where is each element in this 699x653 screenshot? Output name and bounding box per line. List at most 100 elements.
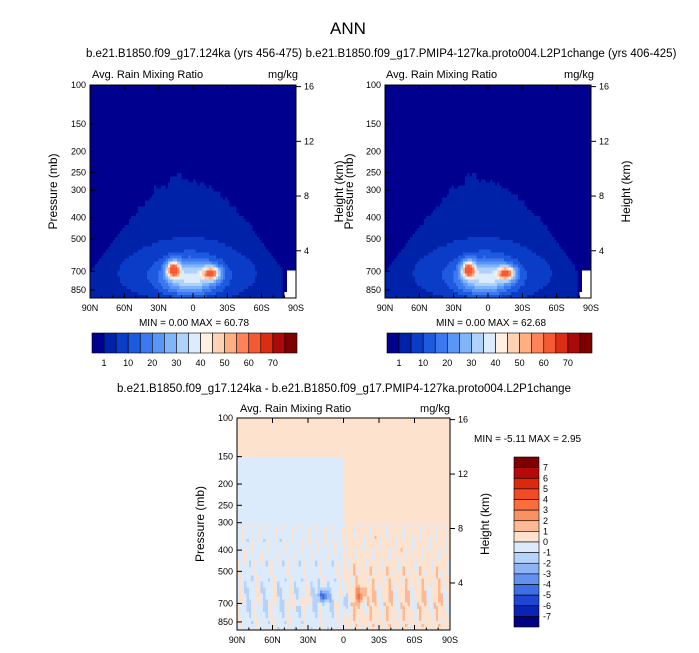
field-cell [106, 179, 109, 182]
field-cell [193, 94, 196, 97]
field-cell [170, 274, 173, 277]
field-cell [179, 258, 182, 261]
field-cell [241, 134, 244, 137]
field-cell [179, 88, 182, 91]
field-cell [129, 128, 132, 131]
field-cell [143, 286, 146, 289]
field-cell [159, 112, 162, 115]
field-cell [200, 140, 203, 143]
field-cell [220, 125, 223, 128]
field-cell [170, 182, 173, 185]
field-cell [234, 155, 237, 158]
field-cell [239, 173, 242, 176]
field-cell [204, 85, 207, 88]
field-cell [250, 182, 253, 185]
field-cell [209, 207, 212, 210]
field-cell [234, 122, 237, 125]
field-cell [163, 195, 166, 198]
field-cell [241, 195, 244, 198]
field-cell [236, 222, 239, 225]
field-cell [179, 91, 182, 94]
field-cell [191, 149, 194, 152]
field-cell [138, 265, 141, 268]
field-cell [124, 155, 127, 158]
field-cell [186, 249, 189, 252]
field-cell [124, 210, 127, 213]
field-cell [168, 231, 171, 234]
field-cell [95, 249, 98, 252]
field-cell [154, 170, 157, 173]
field-cell [239, 170, 242, 173]
field-cell [131, 268, 134, 271]
field-cell [243, 237, 246, 240]
field-cell [223, 170, 226, 173]
field-cell [227, 243, 230, 246]
field-cell [214, 122, 217, 125]
field-cell [168, 252, 171, 255]
field-cell [131, 210, 134, 213]
field-cell [211, 231, 214, 234]
field-cell [168, 115, 171, 118]
field-cell [239, 222, 242, 225]
field-cell [140, 274, 143, 277]
field-cell [195, 115, 198, 118]
field-cell [216, 228, 219, 231]
field-cell [223, 231, 226, 234]
field-cell [124, 286, 127, 289]
field-cell [211, 94, 214, 97]
field-cell [248, 179, 251, 182]
field-cell [200, 128, 203, 131]
field-cell [198, 115, 201, 118]
field-cell [214, 283, 217, 286]
field-cell [97, 134, 100, 137]
field-cell [111, 134, 114, 137]
field-cell [111, 283, 114, 286]
field-cell [95, 243, 98, 246]
field-cell [225, 176, 228, 179]
field-cell [122, 94, 125, 97]
field-cell [108, 198, 111, 201]
field-cell [248, 176, 251, 179]
field-cell [175, 261, 178, 264]
field-cell [243, 122, 246, 125]
field-cell [131, 122, 134, 125]
field-cell [234, 149, 237, 152]
field-cell [170, 167, 173, 170]
field-cell [211, 210, 214, 213]
field-cell [166, 170, 169, 173]
field-cell [120, 103, 123, 106]
field-cell [218, 213, 221, 216]
field-cell [122, 268, 125, 271]
field-cell [182, 125, 185, 128]
field-cell [188, 140, 191, 143]
field-cell [204, 265, 207, 268]
field-cell [168, 134, 171, 137]
field-cell [108, 152, 111, 155]
field-cell [147, 164, 150, 167]
field-cell [166, 128, 169, 131]
field-cell [143, 216, 146, 219]
field-cell [106, 289, 109, 292]
field-cell [250, 118, 253, 121]
field-cell [227, 283, 230, 286]
field-cell [163, 188, 166, 191]
field-cell [111, 109, 114, 112]
field-cell [248, 128, 251, 131]
field-cell [234, 118, 237, 121]
field-cell [152, 255, 155, 258]
field-cell [166, 155, 169, 158]
field-cell [163, 252, 166, 255]
field-cell [172, 134, 175, 137]
field-cell [127, 125, 130, 128]
field-cell [168, 161, 171, 164]
field-cell [184, 152, 187, 155]
field-cell [188, 85, 191, 88]
field-cell [191, 173, 194, 176]
field-cell [209, 103, 212, 106]
field-cell [168, 167, 171, 170]
field-cell [99, 91, 102, 94]
field-cell [241, 222, 244, 225]
field-cell [227, 137, 230, 140]
field-cell [195, 188, 198, 191]
field-cell [218, 283, 221, 286]
